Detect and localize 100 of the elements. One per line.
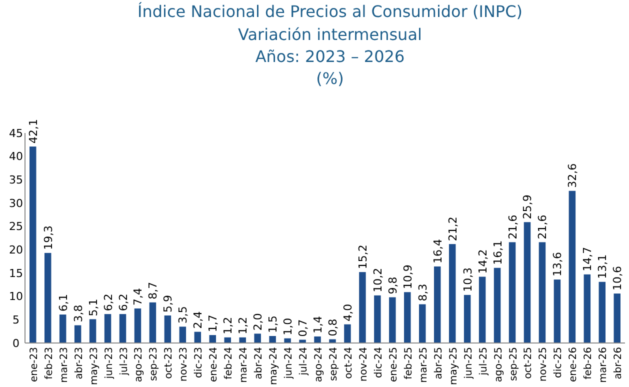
bar xyxy=(44,252,52,343)
x-tick-label: oct-23 xyxy=(164,347,175,379)
data-label: 1,0 xyxy=(282,318,295,336)
bar xyxy=(584,274,591,343)
x-tick-label: jul-25 xyxy=(478,347,490,376)
bar xyxy=(359,272,366,343)
data-label: 1,7 xyxy=(206,314,220,332)
data-label: 13,1 xyxy=(596,254,610,279)
data-label: 21,2 xyxy=(446,216,460,242)
y-tick-label: 25 xyxy=(9,220,23,234)
x-tick-label: mar-25 xyxy=(418,347,430,383)
data-label: 21,6 xyxy=(506,214,520,240)
x-tick-label: jun-24 xyxy=(284,347,295,380)
data-label: 0,7 xyxy=(296,319,310,337)
x-tick-label: mar-23 xyxy=(58,347,70,383)
data-label: 25,9 xyxy=(521,194,534,220)
data-label: 2,4 xyxy=(192,311,205,329)
bar xyxy=(194,332,202,343)
data-label: 15,2 xyxy=(356,244,370,270)
data-label: 0,8 xyxy=(326,318,340,336)
data-label: 4,0 xyxy=(341,304,354,322)
bar xyxy=(239,337,246,343)
x-tick-label: nov-25 xyxy=(538,347,550,382)
x-tick-label: feb-26 xyxy=(583,347,594,380)
data-label: 32,6 xyxy=(566,163,580,188)
x-tick-label: feb-23 xyxy=(44,347,55,380)
data-label: 16,4 xyxy=(431,238,444,264)
bar xyxy=(598,282,606,343)
bar xyxy=(448,244,456,343)
bar xyxy=(149,302,156,343)
bar xyxy=(494,268,501,343)
data-label: 19,3 xyxy=(42,225,55,250)
chart-subtitle: Variación intermensual Años: 2023 – 2026 (%) xyxy=(238,25,422,88)
data-label: 13,6 xyxy=(551,252,564,277)
data-label: 6,2 xyxy=(116,294,130,312)
x-tick-label: jun-25 xyxy=(463,347,474,380)
data-label: 9,8 xyxy=(386,276,400,294)
data-label: 14,7 xyxy=(581,246,594,272)
data-label: 1,4 xyxy=(312,316,325,334)
bar xyxy=(538,242,546,343)
y-tick-label: 15 xyxy=(9,266,23,280)
bar xyxy=(374,295,381,343)
bar xyxy=(464,294,471,343)
x-tick-label: oct-24 xyxy=(343,347,354,379)
x-tick-label: dic-25 xyxy=(553,347,564,378)
x-tick-label: jul-23 xyxy=(118,347,130,376)
x-tick-label: ene-25 xyxy=(388,347,400,382)
data-label: 1,2 xyxy=(222,316,235,334)
data-label: 3,5 xyxy=(176,306,190,324)
bar xyxy=(134,308,142,343)
x-tick-label: mar-24 xyxy=(238,347,250,383)
data-label: 1,2 xyxy=(236,316,250,334)
bar xyxy=(74,325,82,343)
x-tick-label: may-25 xyxy=(448,347,460,385)
x-tick-label: ago-24 xyxy=(314,347,325,382)
x-tick-label: dic-23 xyxy=(194,347,205,378)
bar xyxy=(389,297,396,343)
x-tick-label: jun-23 xyxy=(104,347,115,380)
y-tick-label: 45 xyxy=(9,126,23,140)
data-label: 2,0 xyxy=(252,313,265,331)
x-tick-label: ago-23 xyxy=(134,347,145,382)
x-tick-label: feb-24 xyxy=(224,347,235,380)
bar xyxy=(119,314,126,343)
data-label: 16,1 xyxy=(491,240,504,265)
data-label: 6,2 xyxy=(102,294,115,312)
data-label: 10,3 xyxy=(461,267,474,292)
bar xyxy=(404,292,411,343)
y-tick-label: 40 xyxy=(9,150,23,164)
x-tick-label: abr-24 xyxy=(254,347,265,380)
bar xyxy=(164,315,172,343)
data-label: 3,8 xyxy=(72,304,85,322)
x-tick-label: sep-23 xyxy=(148,347,160,382)
data-label: 10,9 xyxy=(401,264,414,290)
x-tick-label: ene-24 xyxy=(208,347,220,382)
chart-title: Índice Nacional de Precios al Consumidor (INPC) xyxy=(138,2,522,21)
data-label: 10,6 xyxy=(611,266,624,291)
bar xyxy=(478,276,486,343)
bar xyxy=(104,314,112,343)
x-tick-label: abr-23 xyxy=(74,347,85,380)
bar xyxy=(89,319,96,343)
bar xyxy=(209,335,216,343)
x-tick-label: abr-25 xyxy=(433,347,444,380)
bar xyxy=(179,326,186,343)
bar xyxy=(314,336,321,343)
bar xyxy=(434,266,441,343)
bar xyxy=(29,146,36,343)
x-tick-label: nov-23 xyxy=(178,347,190,382)
bar xyxy=(254,334,261,343)
data-label: 42,1 xyxy=(26,119,40,144)
x-tick-label: sep-24 xyxy=(328,347,340,382)
data-label: 5,9 xyxy=(162,294,175,312)
data-label: 21,6 xyxy=(536,214,550,240)
data-label: 1,5 xyxy=(266,316,280,333)
y-tick-label: 30 xyxy=(9,196,23,210)
bar xyxy=(614,294,621,343)
x-tick-label: ago-25 xyxy=(493,347,504,382)
data-label: 6,1 xyxy=(56,294,70,312)
bar xyxy=(508,242,516,343)
y-tick-label: 20 xyxy=(9,244,23,257)
x-tick-label: ene-23 xyxy=(28,347,40,382)
